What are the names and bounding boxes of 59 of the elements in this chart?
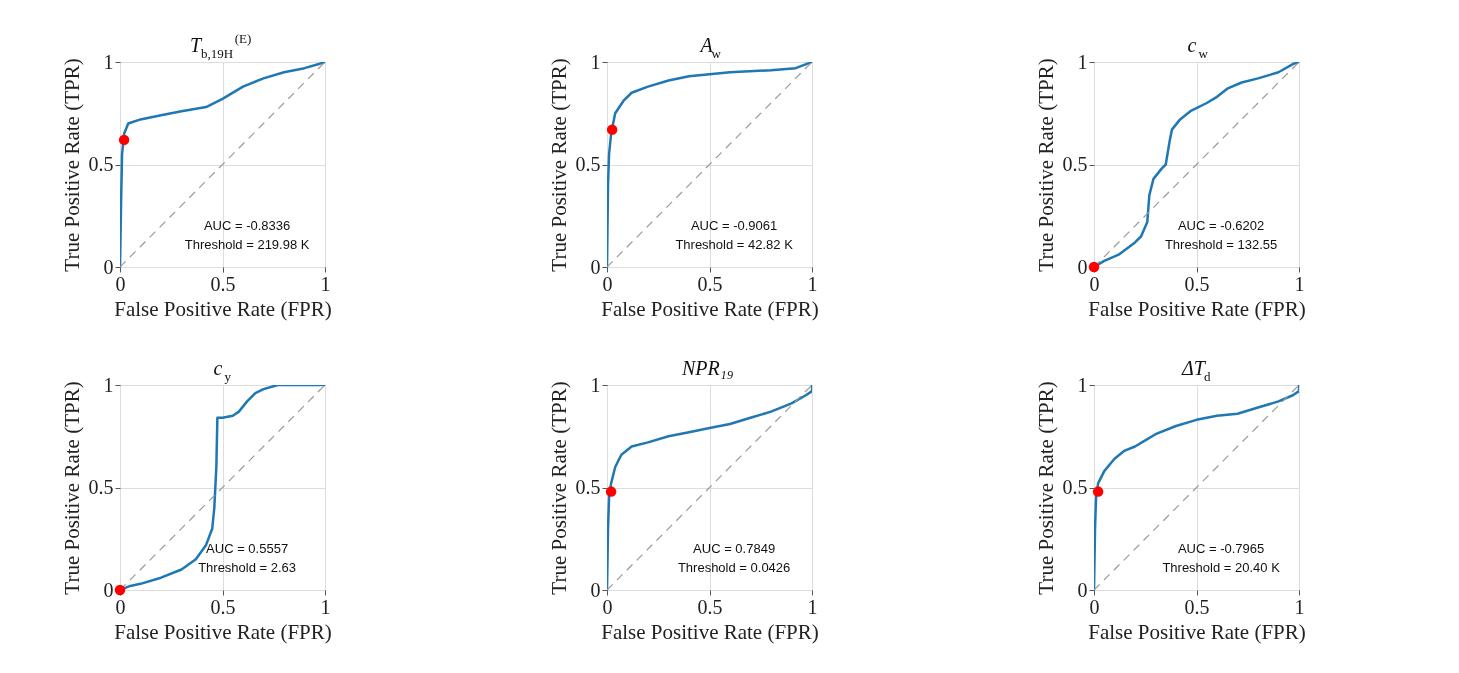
x-tick-label: 0.5 — [1184, 272, 1210, 295]
y-axis-title: True Positive Rate (TPR) — [59, 58, 84, 272]
x-axis-title: False Positive Rate (FPR) — [601, 619, 819, 644]
y-tick-label: 0.5 — [88, 476, 114, 498]
line-series — [607, 62, 812, 267]
x-axis-title: False Positive Rate (FPR) — [1088, 619, 1306, 644]
y-tick-label: 1 — [1077, 373, 1088, 396]
x-tick-label: 0.5 — [210, 272, 236, 295]
y-tick-label: 1 — [590, 373, 601, 396]
y-axis-title: True Positive Rate (TPR) — [1033, 58, 1058, 272]
y-axis-title: True Positive Rate (TPR) — [546, 58, 571, 272]
y-tick-label: 0.5 — [575, 153, 601, 175]
annotation: Threshold = 42.82 K — [675, 237, 794, 253]
line-series — [1094, 385, 1299, 590]
annotation: Threshold = 219.98 K — [184, 237, 310, 253]
y-tick-label: 1 — [1077, 50, 1088, 73]
annotation: Threshold = 2.63 — [198, 560, 297, 576]
annotation: AUC = -0.6202 — [1177, 218, 1265, 233]
line-series — [120, 62, 325, 267]
x-tick-label: 0.5 — [210, 595, 236, 618]
line-series — [607, 385, 812, 590]
annotation: AUC = -0.9061 — [690, 218, 778, 233]
y-tick-label: 0.5 — [88, 153, 114, 175]
y-axis-title: True Positive Rate (TPR) — [59, 381, 84, 595]
annotation: Threshold = 132.55 — [1164, 237, 1278, 253]
y-tick-label: 1 — [590, 50, 601, 73]
annotation: AUC = 0.5557 — [206, 541, 289, 556]
y-tick-label: 0.5 — [1062, 476, 1088, 498]
annotation: AUC = 0.7849 — [693, 541, 776, 556]
x-tick-label: 1 — [320, 595, 331, 618]
y-tick-label: 0 — [590, 578, 601, 601]
x-tick-label: 1 — [807, 272, 818, 295]
x-tick-label: 1 — [807, 595, 818, 618]
annotation: AUC = -0.8336 — [203, 218, 291, 233]
y-tick-label: 0 — [1077, 578, 1088, 601]
x-axis-title: False Positive Rate (FPR) — [114, 296, 332, 321]
x-axis-title: False Positive Rate (FPR) — [114, 619, 332, 644]
y-tick-label: 0.5 — [575, 476, 601, 498]
x-axis-title: False Positive Rate (FPR) — [1088, 296, 1306, 321]
y-tick-label: 0 — [590, 255, 601, 278]
x-tick-label: 1 — [1294, 595, 1305, 618]
x-tick-label: 1 — [320, 272, 331, 295]
y-tick-label: 0 — [103, 255, 114, 278]
x-tick-label: 0.5 — [697, 272, 723, 295]
y-tick-label: 0 — [103, 578, 114, 601]
y-axis-title: True Positive Rate (TPR) — [546, 381, 571, 595]
y-tick-label: 0.5 — [1062, 153, 1088, 175]
y-tick-label: 0 — [1077, 255, 1088, 278]
y-tick-label: 1 — [103, 50, 114, 73]
annotation: Threshold = 20.40 K — [1162, 560, 1281, 576]
y-axis-title: True Positive Rate (TPR) — [1033, 381, 1058, 595]
x-tick-label: 1 — [1294, 272, 1305, 295]
annotation: Threshold = 0.0426 — [677, 560, 791, 576]
x-tick-label: 0.5 — [1184, 595, 1210, 618]
y-tick-label: 1 — [103, 373, 114, 396]
chart-title: NPR₁₉ — [681, 357, 734, 379]
x-tick-label: 0.5 — [697, 595, 723, 618]
x-axis-title: False Positive Rate (FPR) — [601, 296, 819, 321]
annotation: AUC = -0.7965 — [1177, 541, 1265, 556]
